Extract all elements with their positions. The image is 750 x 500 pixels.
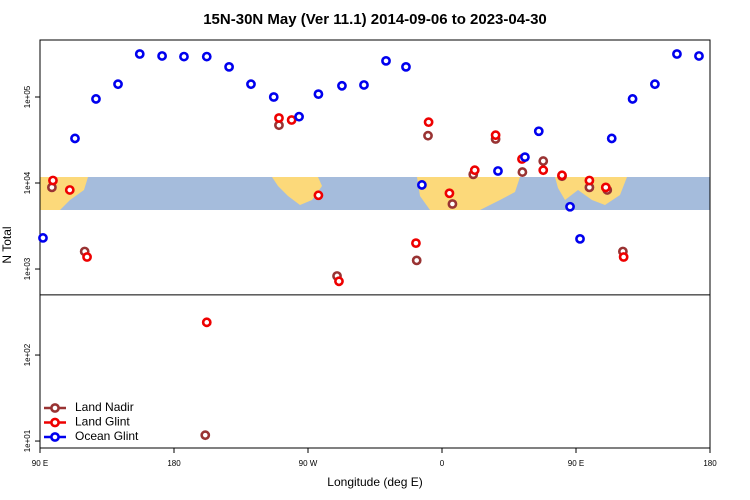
chart-title: 15N-30N May (Ver 11.1) 2014-09-06 to 202… xyxy=(203,11,547,28)
point xyxy=(565,201,575,212)
x-tick-label: 180 xyxy=(167,459,181,468)
point xyxy=(64,185,75,195)
x-tick-label: 90 E xyxy=(32,459,48,468)
point xyxy=(520,152,530,163)
point xyxy=(313,89,324,100)
point xyxy=(444,188,455,199)
point xyxy=(416,180,427,190)
point xyxy=(672,49,682,59)
y-tick-label: 1e+04 xyxy=(23,171,32,194)
point xyxy=(490,130,501,141)
point xyxy=(538,156,549,166)
point xyxy=(286,115,297,125)
legend-label: Ocean Glint xyxy=(75,429,139,443)
point xyxy=(423,130,433,141)
point xyxy=(618,252,629,262)
y-axis-label: N Total xyxy=(0,226,14,263)
point xyxy=(38,233,48,243)
point xyxy=(359,80,369,90)
point xyxy=(313,190,324,201)
land xyxy=(272,177,322,205)
point xyxy=(82,252,92,262)
x-axis-label: Longitude (deg E) xyxy=(327,475,422,489)
point xyxy=(48,175,58,186)
y-tick-label: 1e+01 xyxy=(23,429,32,452)
point xyxy=(517,167,528,177)
plot-frame xyxy=(39,39,711,449)
point xyxy=(533,126,544,137)
y-tick-label: 1e+03 xyxy=(23,257,32,280)
point xyxy=(600,182,611,193)
point xyxy=(411,255,422,266)
point xyxy=(224,61,234,72)
point xyxy=(337,80,347,91)
point xyxy=(91,94,101,104)
legend-marker xyxy=(50,417,60,428)
point xyxy=(401,61,411,72)
point xyxy=(134,49,145,59)
legend-marker xyxy=(50,403,60,413)
point xyxy=(70,133,80,144)
point xyxy=(694,51,704,61)
point xyxy=(493,166,503,176)
point xyxy=(627,94,638,104)
point xyxy=(538,165,549,176)
point xyxy=(179,51,189,62)
point xyxy=(381,55,391,66)
map-background xyxy=(40,177,710,210)
point xyxy=(113,79,123,90)
legend-label: Land Glint xyxy=(75,415,130,429)
point xyxy=(157,51,167,61)
legend-label: Land Nadir xyxy=(75,400,134,414)
point xyxy=(268,92,279,102)
point xyxy=(274,113,284,123)
point xyxy=(469,165,480,176)
point xyxy=(606,133,617,144)
legend-marker xyxy=(50,432,60,442)
point xyxy=(650,79,660,90)
point xyxy=(200,430,211,441)
y-tick-label: 1e+02 xyxy=(23,343,32,366)
point xyxy=(246,79,256,90)
point xyxy=(447,199,458,209)
point xyxy=(575,233,585,244)
point xyxy=(584,175,595,186)
y-tick-label: 1e+05 xyxy=(23,85,32,108)
point xyxy=(411,238,421,249)
point xyxy=(334,276,344,287)
point xyxy=(294,111,304,122)
land xyxy=(417,177,520,210)
x-tick-label: 180 xyxy=(703,459,717,468)
x-tick-label: 0 xyxy=(440,459,445,468)
x-tick-label: 90 E xyxy=(568,459,584,468)
point xyxy=(423,117,434,128)
point xyxy=(201,317,212,328)
x-tick-label: 90 W xyxy=(299,459,318,468)
point xyxy=(201,51,212,62)
point xyxy=(557,170,567,181)
